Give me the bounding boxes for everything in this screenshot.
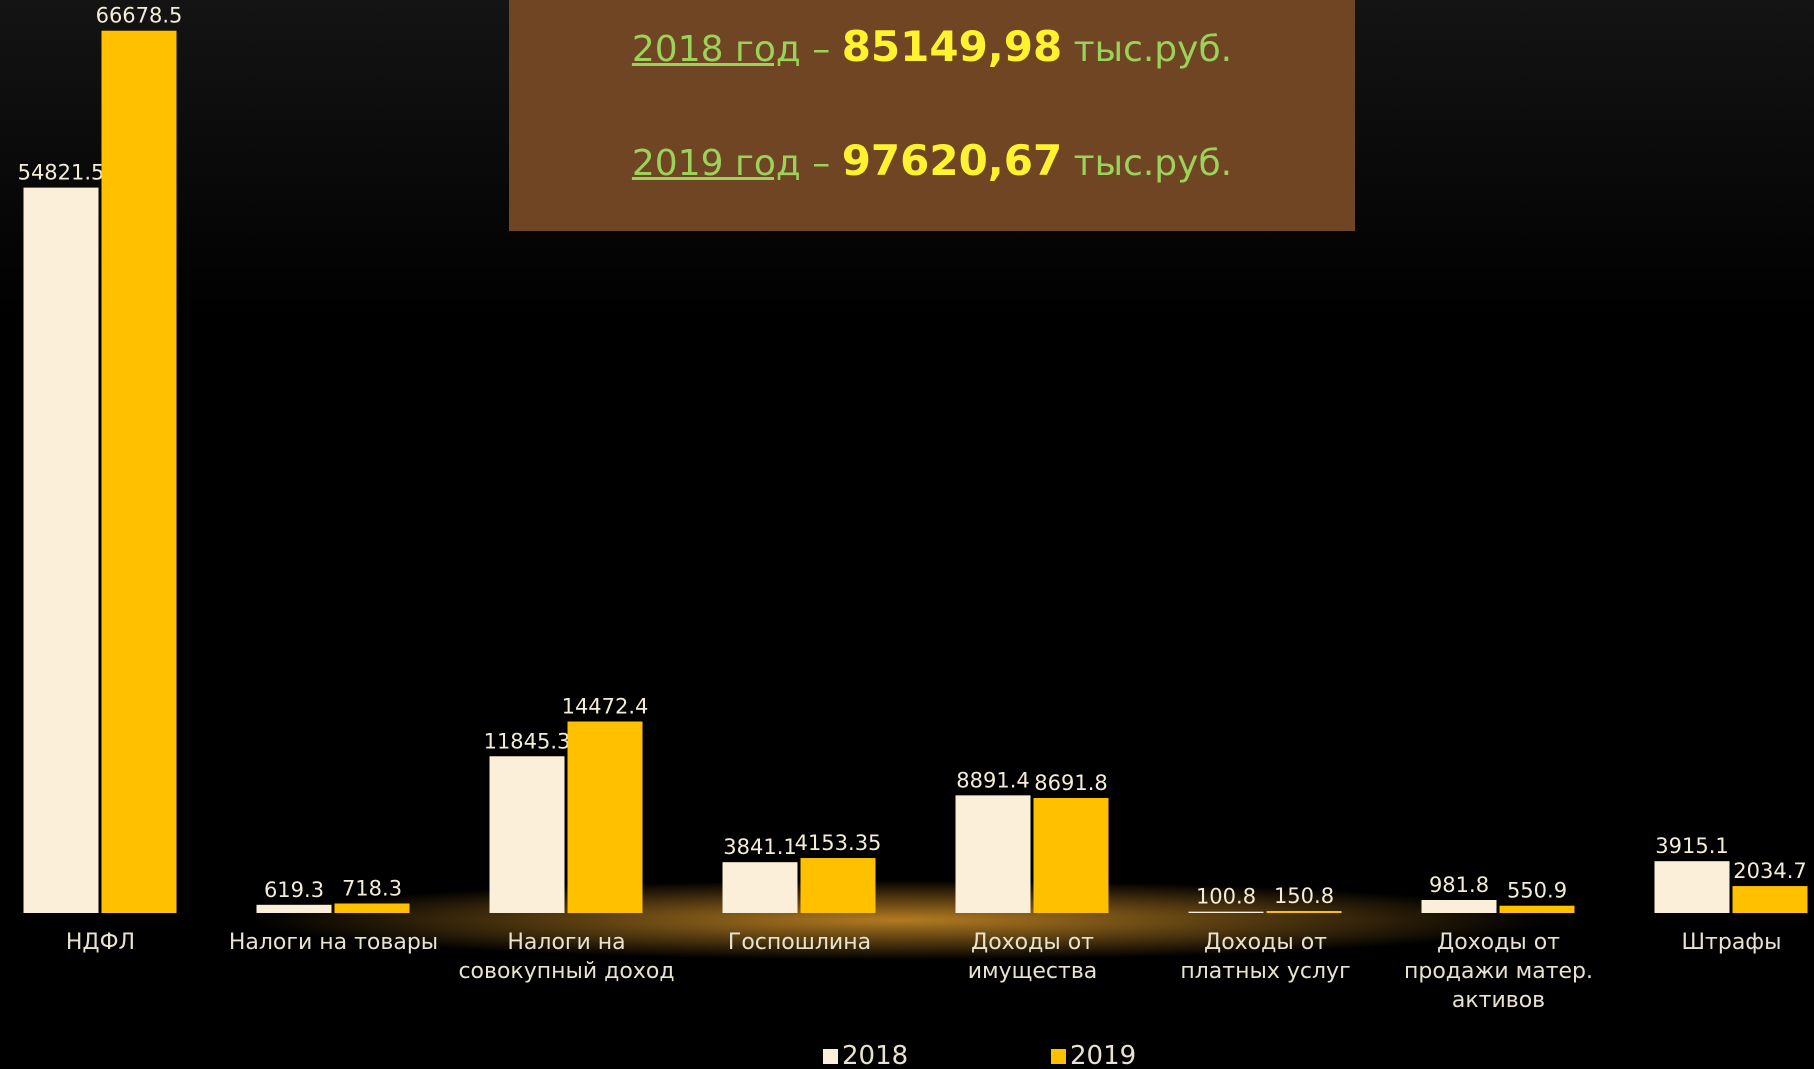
summary-line: 2018 год – 85149,98 тыс.руб.: [509, 22, 1355, 71]
data-label: 4153.35: [795, 831, 882, 855]
bar: [101, 30, 177, 913]
bar: [1654, 861, 1730, 913]
data-label: 66678.5: [96, 4, 183, 28]
data-label: 3841.1: [723, 835, 796, 859]
bar: [23, 187, 99, 913]
x-tick-label: Доходы от продажи матер. активов: [1404, 930, 1593, 1013]
bar: [1188, 911, 1264, 913]
bar: [489, 756, 565, 913]
x-tick-label: Налоги на совокупный доход: [458, 930, 675, 984]
unit: тыс.руб.: [1073, 29, 1233, 70]
data-label: 11845.3: [484, 729, 571, 753]
data-label: 619.3: [264, 878, 324, 902]
data-label: 3915.1: [1655, 834, 1728, 858]
x-tick-label: Доходы от имущества: [967, 930, 1098, 984]
legend-label: 2019: [1070, 1041, 1137, 1069]
data-label: 718.3: [342, 876, 402, 900]
data-label: 100.8: [1196, 885, 1256, 909]
bar: [1266, 911, 1342, 913]
bar: [800, 858, 876, 913]
bar: [1421, 900, 1497, 913]
x-tick-label: Налоги на товары: [228, 930, 439, 955]
data-label: 54821.5: [18, 161, 105, 185]
amount: 97620,67: [841, 136, 1063, 185]
legend-item: 2019: [1051, 1041, 1136, 1069]
data-label: 2034.7: [1733, 859, 1806, 883]
bar: [334, 903, 410, 913]
bar: [955, 795, 1031, 913]
bar: [722, 862, 798, 913]
data-label: 8691.8: [1034, 771, 1107, 795]
amount: 85149,98: [841, 22, 1063, 71]
x-tick-label: Доходы от платных услуг: [1180, 930, 1351, 984]
bar: [256, 904, 332, 913]
bar: [1732, 886, 1808, 913]
legend-item: 2018: [823, 1041, 908, 1069]
x-tick-label: НДФЛ: [65, 930, 136, 955]
summary-line: 2019 год – 97620,67 тыс.руб.: [509, 136, 1355, 185]
data-label: 981.8: [1429, 873, 1489, 897]
data-label: 550.9: [1507, 879, 1567, 903]
legend-swatch: [823, 1049, 838, 1064]
x-tick-label: Госпошлина: [727, 930, 872, 955]
bar: [1499, 905, 1575, 913]
x-tick-label: Штрафы: [1681, 930, 1782, 955]
legend-label: 2018: [842, 1041, 909, 1069]
bar: [567, 721, 643, 913]
separator: –: [812, 143, 831, 184]
legend-swatch: [1051, 1049, 1066, 1064]
year: 2018 год: [631, 29, 801, 70]
unit: тыс.руб.: [1073, 143, 1233, 184]
summary-box: 2018 год – 85149,98 тыс.руб. 2019 год – 9…: [509, 0, 1355, 231]
data-label: 8891.4: [956, 768, 1029, 792]
data-label: 150.8: [1274, 884, 1334, 908]
data-label: 14472.4: [562, 695, 649, 719]
bar: [1033, 797, 1109, 913]
separator: –: [812, 29, 831, 70]
year: 2019 год: [631, 143, 801, 184]
